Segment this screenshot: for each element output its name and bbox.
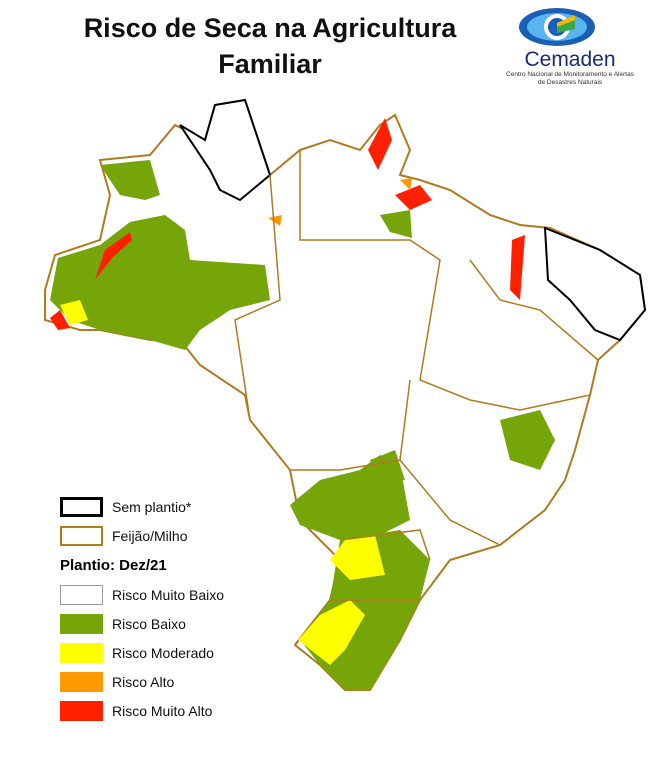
legend-swatch: [60, 496, 103, 517]
cemaden-logo: [519, 8, 595, 46]
legend-item-moderate: Risco Moderado: [60, 638, 224, 667]
risk-very-high-ne: [510, 235, 525, 300]
legend-swatch: [60, 671, 103, 692]
risk-very-high-am: [95, 232, 132, 280]
brazil-territory: [44, 98, 647, 691]
risk-very-high-pa: [395, 185, 432, 210]
no-planting-northeast: [543, 226, 647, 342]
legend-swatch: [60, 525, 103, 546]
legend-item-low: Risco Baixo: [60, 609, 224, 638]
legend-swatch: [60, 700, 103, 721]
legend-item-very-high: Risco Muito Alto: [60, 696, 224, 725]
risk-very-high-ap: [368, 118, 392, 170]
legend: Sem plantio* Feijão/Milho Plantio: Dez/2…: [60, 492, 224, 725]
legend-item-no-planting: Sem plantio*: [60, 492, 224, 521]
legend-swatch: [60, 584, 103, 605]
risk-high-ap: [400, 178, 412, 190]
risk-low-pa: [380, 210, 412, 238]
legend-label: Risco Muito Alto: [112, 702, 213, 719]
map-title: Risco de Seca na Agricultura Familiar: [83, 13, 457, 79]
legend-swatch: [60, 642, 103, 663]
risk-low-roraima: [100, 160, 160, 200]
legend-heading: Plantio: Dez/21: [60, 556, 167, 574]
risk-moderate-pr: [330, 535, 385, 580]
risk-low-amazonas: [50, 215, 270, 350]
legend-label: Risco Alto: [112, 673, 175, 690]
risk-very-high-ac: [50, 310, 70, 330]
legend-item-bean-corn: Feijão/Milho: [60, 521, 224, 550]
risk-low-go: [370, 450, 405, 485]
legend-item-very-low: Risco Muito Baixo: [60, 580, 224, 609]
risk-low-east: [500, 410, 555, 470]
state-borders: [234, 150, 599, 601]
legend-label: Sem plantio*: [112, 498, 192, 515]
legend-swatch: [60, 613, 103, 634]
risk-high-pa: [268, 215, 282, 226]
logo-subtitle: Centro Nacional de Monitoramento e Alert…: [506, 71, 634, 86]
risk-moderate-ac: [60, 300, 88, 325]
legend-item-high: Risco Alto: [60, 667, 224, 696]
logo-name: Cemaden: [524, 48, 616, 71]
legend-label: Feijão/Milho: [112, 527, 188, 544]
risk-moderate-rs: [298, 600, 365, 665]
legend-label: Risco Baixo: [112, 615, 186, 632]
legend-label: Risco Muito Baixo: [112, 586, 225, 603]
legend-label: Risco Moderado: [112, 644, 214, 661]
